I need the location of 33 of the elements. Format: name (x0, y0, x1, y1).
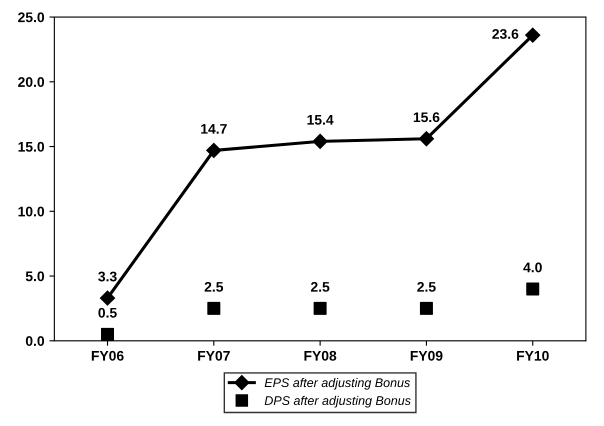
data-label: 2.5 (310, 282, 330, 292)
y-tick-label: 5.0 (26, 271, 44, 282)
data-label: 3.3 (98, 272, 117, 282)
point (100, 290, 116, 306)
y-tick-label: 20.0 (18, 77, 44, 87)
point (420, 302, 433, 315)
x-tick-label: FY09 (410, 350, 443, 361)
y-tick-label: 0.0 (26, 336, 44, 346)
legend-label: DPS after adjusting Bonus (264, 396, 411, 408)
x-tick-label: FY10 (517, 350, 549, 361)
data-label: 15.6 (414, 112, 440, 122)
x-tick-label: FY08 (304, 350, 336, 361)
point (206, 142, 222, 158)
data-label: 2.5 (204, 282, 224, 292)
point (525, 28, 540, 43)
data-label: 15.4 (307, 115, 334, 125)
data-label: 2.5 (417, 282, 436, 292)
x-tick-label: FY07 (198, 350, 230, 361)
point (207, 302, 220, 315)
point (312, 134, 328, 149)
y-tick-label: 15.0 (18, 142, 44, 152)
data-label: 0.5 (98, 308, 117, 318)
y-tick-label: 25.0 (18, 12, 44, 22)
point (101, 328, 114, 341)
data-label: 4.0 (523, 262, 542, 272)
point (526, 282, 540, 296)
data-label: 23.6 (492, 29, 518, 39)
legend-label: EPS after adjusting Bonus (264, 378, 410, 390)
x-tick-label: FY06 (92, 350, 124, 361)
y-tick-label: 10.0 (18, 206, 44, 216)
point (314, 302, 327, 315)
data-label: 14.7 (201, 124, 227, 134)
point (418, 131, 434, 146)
